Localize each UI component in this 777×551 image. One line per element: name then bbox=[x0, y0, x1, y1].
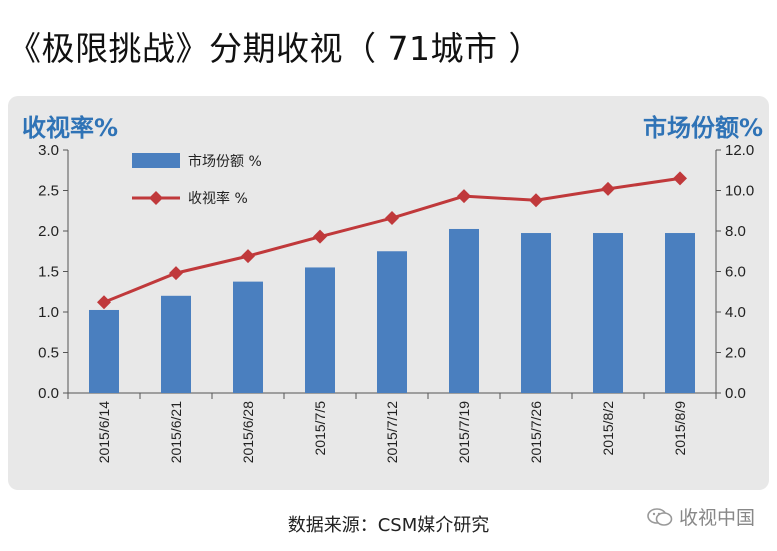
left-tick-label: 0.5 bbox=[38, 345, 59, 362]
x-tick-label: 2015/6/21 bbox=[168, 401, 184, 463]
bar-market-share bbox=[89, 309, 119, 393]
data-source-note: 数据来源：CSM媒介研究 bbox=[287, 515, 490, 536]
bar-market-share bbox=[593, 233, 623, 393]
x-tick-label: 2015/7/19 bbox=[456, 401, 472, 463]
bar-market-share bbox=[449, 228, 479, 393]
right-axis-title: 市场份额% bbox=[642, 114, 763, 142]
x-tick-label: 2015/6/28 bbox=[240, 401, 256, 463]
right-tick-label: 2.0 bbox=[725, 345, 746, 362]
left-tick-label: 1.5 bbox=[38, 264, 59, 281]
x-tick-label: 2015/7/5 bbox=[312, 401, 328, 456]
rating-point bbox=[457, 189, 471, 204]
legend-line-marker bbox=[149, 191, 163, 205]
rating-point bbox=[241, 249, 255, 264]
rating-point bbox=[529, 193, 543, 208]
rating-point bbox=[313, 229, 327, 244]
rating-point bbox=[169, 266, 183, 281]
legend-line-label: 收视率 % bbox=[188, 190, 248, 207]
right-tick-label: 8.0 bbox=[725, 223, 746, 240]
rating-point bbox=[97, 295, 111, 310]
legend-bar-label: 市场份额 % bbox=[188, 153, 262, 170]
left-tick-label: 2.5 bbox=[38, 183, 59, 200]
bar-market-share bbox=[521, 233, 551, 393]
right-tick-label: 12.0 bbox=[725, 142, 754, 159]
left-tick-label: 1.0 bbox=[38, 304, 59, 321]
rating-point bbox=[673, 171, 687, 186]
bar-market-share bbox=[377, 251, 407, 393]
x-tick-label: 2015/6/14 bbox=[96, 401, 112, 463]
bar-market-share bbox=[665, 233, 695, 393]
left-axis-title: 收视率% bbox=[22, 114, 119, 142]
legend-bar-swatch bbox=[132, 153, 180, 168]
x-tick-label: 2015/8/2 bbox=[600, 401, 616, 456]
bar-market-share bbox=[161, 295, 191, 393]
rating-point bbox=[385, 211, 399, 226]
x-tick-label: 2015/7/26 bbox=[528, 401, 544, 463]
watermark-text: 收视中国 bbox=[678, 507, 755, 529]
page-title: 《极限挑战》分期收视（ 71城市 ） bbox=[8, 29, 542, 68]
bar-market-share bbox=[305, 267, 335, 393]
x-tick-label: 2015/8/9 bbox=[672, 401, 688, 456]
right-tick-label: 6.0 bbox=[725, 264, 746, 281]
watermark: 收视中国 bbox=[647, 503, 755, 530]
wechat-icon bbox=[647, 508, 673, 526]
x-tick-label: 2015/7/12 bbox=[384, 401, 400, 463]
right-tick-label: 0.0 bbox=[725, 385, 746, 402]
right-tick-label: 4.0 bbox=[725, 304, 746, 321]
right-tick-label: 10.0 bbox=[725, 183, 754, 200]
left-tick-label: 2.0 bbox=[38, 223, 59, 240]
left-tick-label: 3.0 bbox=[38, 142, 59, 159]
bar-market-share bbox=[233, 281, 263, 393]
rating-point bbox=[601, 181, 615, 196]
left-tick-label: 0.0 bbox=[38, 385, 59, 402]
